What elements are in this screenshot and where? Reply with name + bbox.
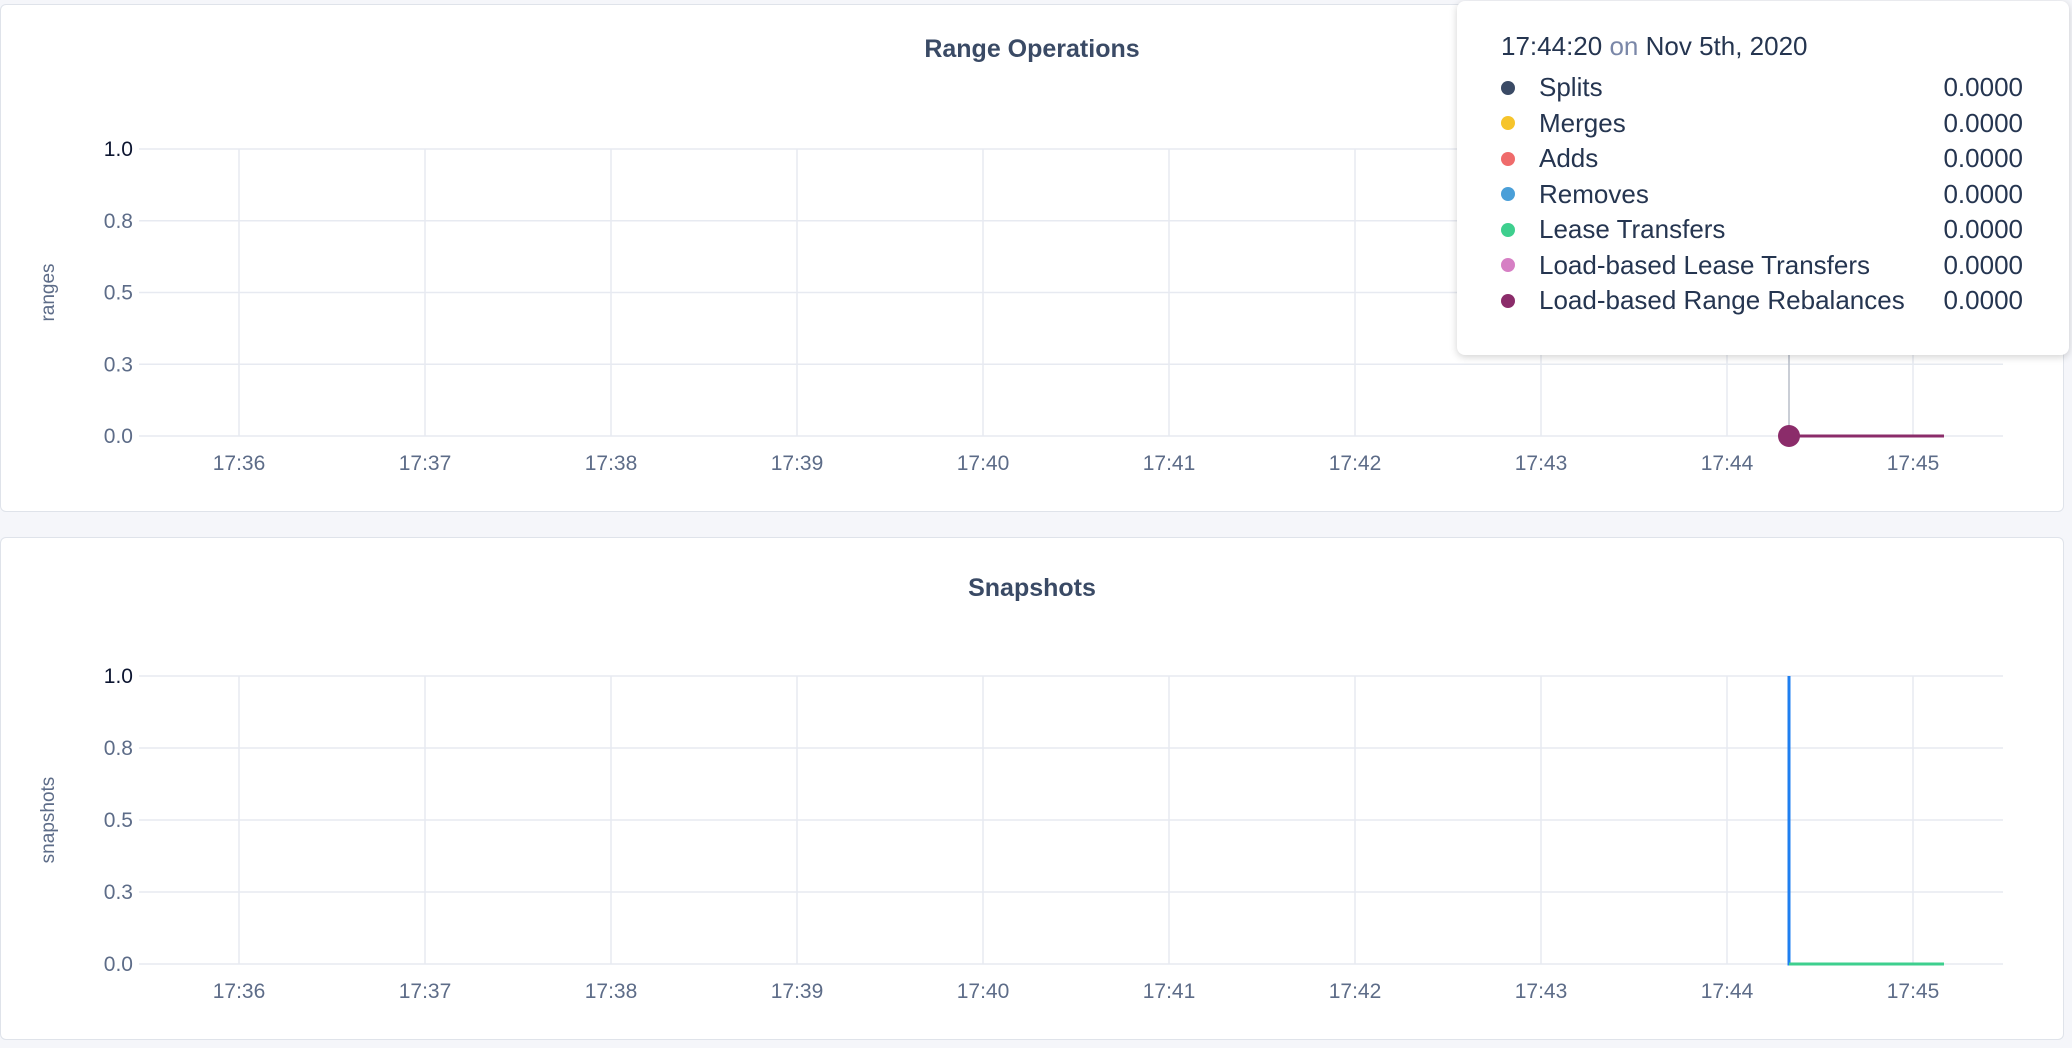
tooltip-series-value: 0.0000 <box>1943 178 2023 209</box>
tooltip-series-value: 0.0000 <box>1943 107 2023 138</box>
x-tick-label: 17:40 <box>957 452 1010 475</box>
tooltip-on: on <box>1609 31 1639 61</box>
x-tick-label: 17:36 <box>213 980 266 1003</box>
y-tick-label: 1.0 <box>104 665 133 688</box>
tooltip-series-name: Adds <box>1539 143 1599 174</box>
snapshots-chart[interactable]: 0.0 0.3 0.5 0.8 1.0 17:36 17:37 17:38 17:39 17:40… <box>1 538 2065 1041</box>
x-tick-label: 17:40 <box>957 980 1010 1003</box>
tooltip-date: Nov 5th, 2020 <box>1645 31 1808 61</box>
y-axis-label: ranges <box>38 263 59 321</box>
tooltip-row: Load-based Lease Transfers 0.0000 <box>1501 248 2023 284</box>
x-tick-label: 17:41 <box>1143 452 1196 475</box>
y-tick-label: 0.0 <box>104 425 133 448</box>
y-tick-label: 0.0 <box>104 953 133 976</box>
x-tick-label: 17:45 <box>1887 452 1940 475</box>
y-tick-label: 0.8 <box>104 737 133 760</box>
tooltip-title: 17:44:20 on Nov 5th, 2020 <box>1501 31 2023 62</box>
x-tick-label: 17:44 <box>1701 980 1754 1003</box>
y-tick-label: 0.5 <box>104 282 133 305</box>
tooltip-time: 17:44:20 <box>1501 31 1603 61</box>
tooltip-row: Load-based Range Rebalances 0.0000 <box>1501 283 2023 319</box>
x-tick-label: 17:37 <box>399 980 452 1003</box>
hover-tooltip: 17:44:20 on Nov 5th, 2020 Splits 0.0000 Me… <box>1457 1 2069 355</box>
legend-dot-icon <box>1501 116 1515 131</box>
x-tick-label: 17:43 <box>1515 452 1568 475</box>
x-tick-label: 17:36 <box>213 452 266 475</box>
x-tick-label: 17:41 <box>1143 980 1196 1003</box>
hover-point <box>1778 425 1800 447</box>
tooltip-series-value: 0.0000 <box>1943 214 2023 245</box>
x-tick-label: 17:44 <box>1701 452 1754 475</box>
x-tick-label: 17:42 <box>1329 980 1382 1003</box>
snapshots-panel: Snapshots 0.0 0.3 0.5 0.8 1.0 17:36 17:37 17:38… <box>0 537 2064 1040</box>
tooltip-series-value: 0.0000 <box>1943 143 2023 174</box>
tooltip-series-value: 0.0000 <box>1943 72 2023 103</box>
x-tick-label: 17:39 <box>771 980 824 1003</box>
tooltip-series-name: Lease Transfers <box>1539 214 1726 245</box>
tooltip-series-name: Merges <box>1539 107 1626 138</box>
tooltip-row: Merges 0.0000 <box>1501 106 2023 142</box>
y-tick-label: 0.5 <box>104 809 133 832</box>
x-tick-label: 17:42 <box>1329 452 1382 475</box>
tooltip-series-name: Load-based Lease Transfers <box>1539 249 1870 280</box>
tooltip-row: Lease Transfers 0.0000 <box>1501 212 2023 248</box>
tooltip-series-value: 0.0000 <box>1943 285 2023 316</box>
legend-dot-icon <box>1501 293 1515 308</box>
chart-title: Range Operations <box>924 35 1140 63</box>
legend-dot-icon <box>1501 222 1515 237</box>
y-tick-label: 0.3 <box>104 353 133 376</box>
x-tick-label: 17:38 <box>585 452 638 475</box>
y-tick-label: 0.8 <box>104 210 133 233</box>
x-tick-label: 17:45 <box>1887 980 1940 1003</box>
tooltip-row: Removes 0.0000 <box>1501 177 2023 213</box>
tooltip-series-value: 0.0000 <box>1943 249 2023 280</box>
legend-dot-icon <box>1501 151 1515 166</box>
y-tick-label: 1.0 <box>104 138 133 161</box>
range-operations-panel: Range Operations 0.0 0.3 0.5 0.8 1.0 17:36 17:… <box>0 1 2069 512</box>
x-tick-label: 17:39 <box>771 452 824 475</box>
x-tick-label: 17:37 <box>399 452 452 475</box>
tooltip-series-name: Load-based Range Rebalances <box>1539 285 1905 316</box>
tooltip-series-name: Removes <box>1539 178 1649 209</box>
chart-title: Snapshots <box>968 574 1096 602</box>
tooltip-row: Adds 0.0000 <box>1501 141 2023 177</box>
y-axis-label: snapshots <box>38 777 59 864</box>
tooltip-row: Splits 0.0000 <box>1501 70 2023 106</box>
y-tick-label: 0.3 <box>104 881 133 904</box>
tooltip-series-name: Splits <box>1539 72 1603 103</box>
x-tick-label: 17:38 <box>585 980 638 1003</box>
x-tick-label: 17:43 <box>1515 980 1568 1003</box>
legend-dot-icon <box>1501 258 1515 273</box>
legend-dot-icon <box>1501 187 1515 202</box>
legend-dot-icon <box>1501 80 1515 95</box>
